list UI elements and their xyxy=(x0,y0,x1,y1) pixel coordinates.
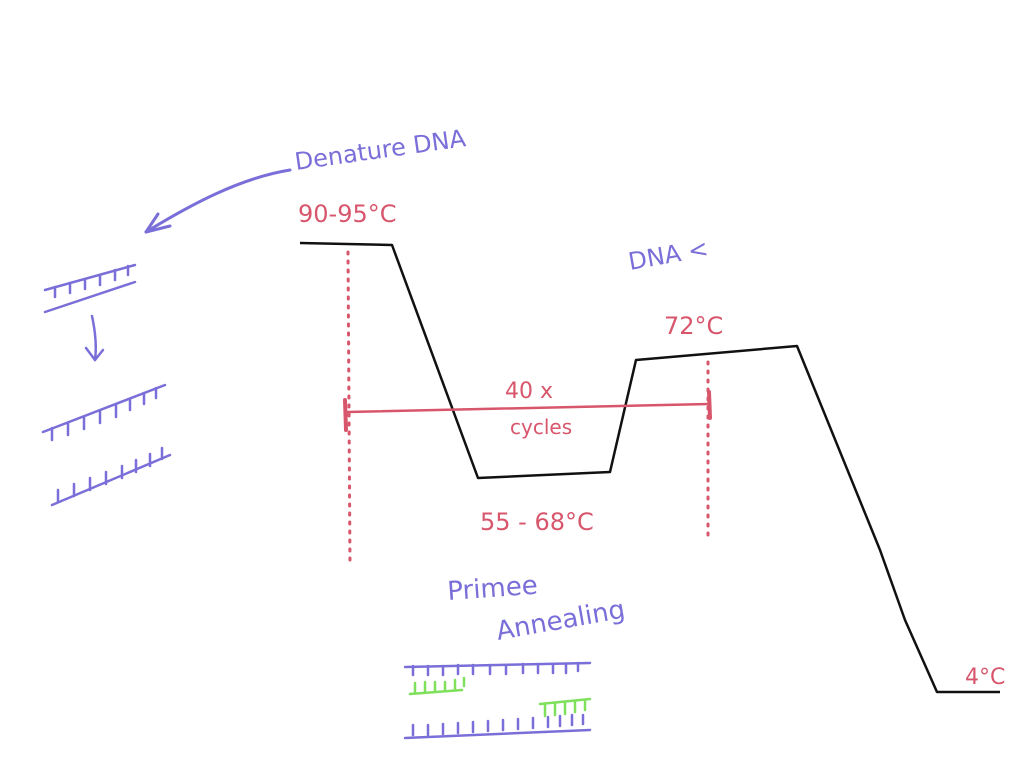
double-strand-dna-icon xyxy=(43,263,137,314)
cycle-span-bracket xyxy=(343,390,712,432)
cycles-word-label: cycles xyxy=(510,415,572,439)
extension-temp-label: 72°C xyxy=(664,312,723,340)
template-strand-top xyxy=(403,661,592,677)
cycles-count-label: 40 x xyxy=(505,379,553,404)
annealing-label-line2: Annealing xyxy=(494,595,627,647)
primer-strand-left xyxy=(408,676,466,696)
extension-label: DNA < xyxy=(626,234,710,276)
denature-temp-label: 90-95°C xyxy=(298,200,397,228)
template-strand-bottom xyxy=(403,713,592,740)
denature-arrow xyxy=(144,168,292,234)
single-strand-dna-icon xyxy=(41,383,167,442)
primer-strand-right xyxy=(538,697,592,718)
down-arrow-icon xyxy=(84,314,105,362)
annealing-label-line1: Primee xyxy=(446,571,538,607)
denature-label: Denature DNA xyxy=(293,124,468,176)
single-strand-dna-icon xyxy=(50,446,172,507)
hold-temp-label: 4°C xyxy=(965,665,1005,690)
temperature-profile-curve xyxy=(299,241,1000,694)
denature-guide-line xyxy=(346,250,352,568)
annealing-temp-label: 55 - 68°C xyxy=(480,508,594,536)
